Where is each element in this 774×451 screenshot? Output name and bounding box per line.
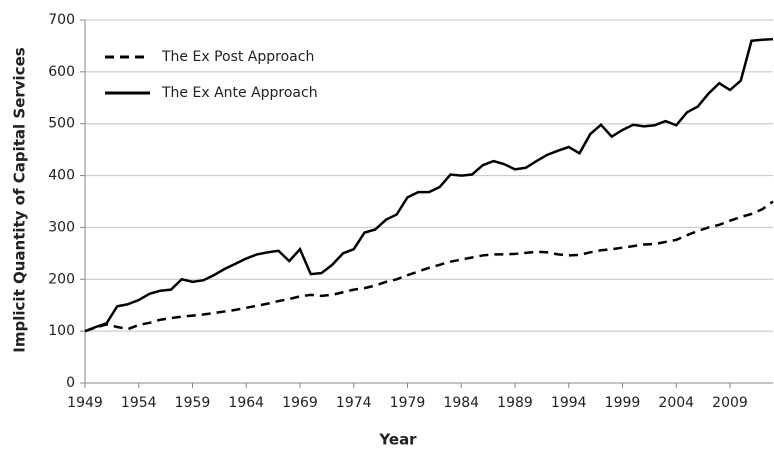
x-tick-label: 1949 [67,395,103,411]
x-tick-label: 1984 [443,395,479,411]
y-tick-label: 100 [48,323,75,339]
y-axis-label: Implicit Quantity of Capital Services [11,47,29,352]
legend-label: The Ex Ante Approach [161,85,318,101]
x-tick-label: 1999 [605,395,641,411]
y-tick-label: 400 [48,168,75,184]
x-tick-label: 1989 [497,395,533,411]
x-tick-label: 1969 [282,395,318,411]
x-tick-label: 1979 [390,395,426,411]
y-tick-label: 700 [48,12,75,28]
x-tick-label: 2009 [712,395,748,411]
y-tick-label: 500 [48,116,75,132]
x-tick-label: 1959 [175,395,211,411]
y-tick-label: 0 [66,375,75,391]
x-tick-label: 1964 [228,395,264,411]
x-tick-label: 1954 [121,395,157,411]
series-line [84,37,774,333]
y-tick-label: 300 [48,219,75,235]
series-line [84,200,774,333]
y-tick-label: 600 [48,64,75,80]
legend-label: The Ex Post Approach [161,49,314,65]
x-tick-label: 1994 [551,395,587,411]
x-tick-label: 1974 [336,395,372,411]
x-tick-label: 2004 [658,395,694,411]
y-tick-label: 200 [48,271,75,287]
x-axis-label: Year [378,431,417,449]
